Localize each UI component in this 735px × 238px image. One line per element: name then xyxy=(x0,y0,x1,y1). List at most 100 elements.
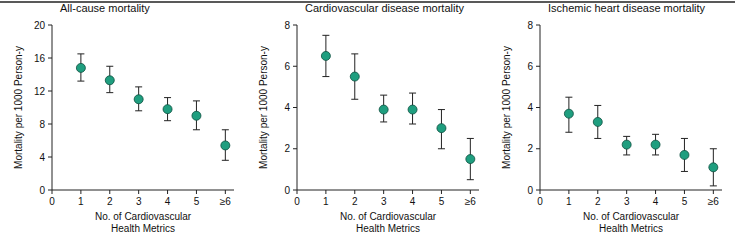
y-tick xyxy=(293,148,297,149)
error-cap-low xyxy=(710,185,717,186)
panel: Cardiovascular disease mortality02468012… xyxy=(258,2,479,234)
error-cap-high xyxy=(77,53,84,54)
x-axis-label-line: Health Metrics xyxy=(599,223,663,234)
y-tick xyxy=(293,66,297,67)
y-tick xyxy=(48,157,52,158)
y-tick-label: 12 xyxy=(34,86,46,97)
error-cap-high xyxy=(623,136,630,137)
error-cap-low xyxy=(106,92,113,93)
x-axis-label-line: No. of Cardiovascular xyxy=(583,211,680,222)
x-tick xyxy=(383,190,384,194)
point xyxy=(709,163,718,172)
x-tick-label: 4 xyxy=(410,196,416,207)
x-axis xyxy=(297,190,479,191)
x-tick xyxy=(297,190,298,194)
x-tick-label: 3 xyxy=(136,196,142,207)
x-tick-label: 4 xyxy=(653,196,659,207)
plot-area xyxy=(321,35,474,179)
x-tick-label: 2 xyxy=(107,196,113,207)
x-tick-label: 5 xyxy=(439,196,445,207)
x-tick-label: 5 xyxy=(682,196,688,207)
error-cap-low xyxy=(77,81,84,82)
y-tick-label: 2 xyxy=(284,143,290,154)
error-cap-low xyxy=(380,121,387,122)
x-tick xyxy=(196,190,197,194)
x-tick xyxy=(138,190,139,194)
point xyxy=(134,95,143,104)
error-cap-low xyxy=(351,99,358,100)
x-tick xyxy=(597,190,598,194)
x-tick xyxy=(540,190,541,194)
y-tick-label: 8 xyxy=(39,119,45,130)
x-tick-label: 0 xyxy=(537,196,543,207)
x-tick xyxy=(325,190,326,194)
x-tick xyxy=(80,190,81,194)
x-tick-label: 4 xyxy=(165,196,171,207)
title: Cardiovascular disease mortality xyxy=(305,2,464,14)
x-axis-label-line: Health Metrics xyxy=(111,223,175,234)
y-tick-label: 0 xyxy=(284,185,290,196)
x-tick-label: 0 xyxy=(49,196,55,207)
x-tick xyxy=(655,190,656,194)
x-axis xyxy=(52,190,234,191)
error-cap-low xyxy=(222,160,229,161)
y-tick xyxy=(293,107,297,108)
point xyxy=(321,51,330,60)
error-cap-low xyxy=(438,148,445,149)
point xyxy=(192,111,201,120)
point xyxy=(564,109,573,118)
x-tick xyxy=(470,190,471,194)
x-tick-label: 2 xyxy=(595,196,601,207)
title: All-cause mortality xyxy=(60,2,150,14)
error-cap-high xyxy=(467,138,474,139)
point xyxy=(379,105,388,114)
error-cap-low xyxy=(681,171,688,172)
error-cap-high xyxy=(222,129,229,130)
x-tick xyxy=(626,190,627,194)
error-cap-high xyxy=(164,97,171,98)
y-tick-label: 0 xyxy=(39,185,45,196)
y-tick xyxy=(48,124,52,125)
x-tick xyxy=(354,190,355,194)
y-tick xyxy=(48,58,52,59)
y-tick xyxy=(48,91,52,92)
panel: All-cause mortality048121620012345≥6No. … xyxy=(13,2,234,234)
x-tick xyxy=(441,190,442,194)
x-tick-label: 2 xyxy=(352,196,358,207)
y-tick xyxy=(48,25,52,26)
y-axis-label: Mortality per 1000 Person-y xyxy=(13,46,24,169)
x-tick xyxy=(109,190,110,194)
error-cap-low xyxy=(322,76,329,77)
error-cap-high xyxy=(409,93,416,94)
error-cap-low xyxy=(409,124,416,125)
error-cap-high xyxy=(565,97,572,98)
y-tick xyxy=(293,190,297,191)
y-axis-label: Mortality per 1000 Person-y xyxy=(258,46,269,169)
x-axis xyxy=(540,190,722,191)
x-axis-label-line: No. of Cardiovascular xyxy=(340,211,437,222)
point xyxy=(593,117,602,126)
x-axis-label-line: No. of Cardiovascular xyxy=(95,211,192,222)
figure: All-cause mortality048121620012345≥6No. … xyxy=(0,0,735,238)
y-tick-label: 4 xyxy=(284,102,290,113)
x-tick xyxy=(167,190,168,194)
plot-area xyxy=(76,54,229,160)
y-tick-label: 6 xyxy=(284,61,290,72)
x-tick xyxy=(52,190,53,194)
x-axis-label: No. of CardiovascularHealth Metrics xyxy=(583,211,680,234)
y-tick-label: 0 xyxy=(527,185,533,196)
error-cap-low xyxy=(164,120,171,121)
y-tick-label: 4 xyxy=(39,152,45,163)
x-tick xyxy=(713,190,714,194)
y-tick-label: 20 xyxy=(34,20,46,31)
title: Ischemic heart disease mortality xyxy=(548,2,706,14)
x-axis-label-line: Health Metrics xyxy=(356,223,420,234)
plot-area xyxy=(564,97,717,186)
error-cap-low xyxy=(565,132,572,133)
y-tick xyxy=(536,107,540,108)
y-tick-label: 2 xyxy=(527,143,533,154)
x-tick-label: 0 xyxy=(294,196,300,207)
panel: Ischemic heart disease mortality02468012… xyxy=(501,2,722,234)
error-cap-low xyxy=(135,110,142,111)
x-tick-label: ≥6 xyxy=(708,196,719,207)
